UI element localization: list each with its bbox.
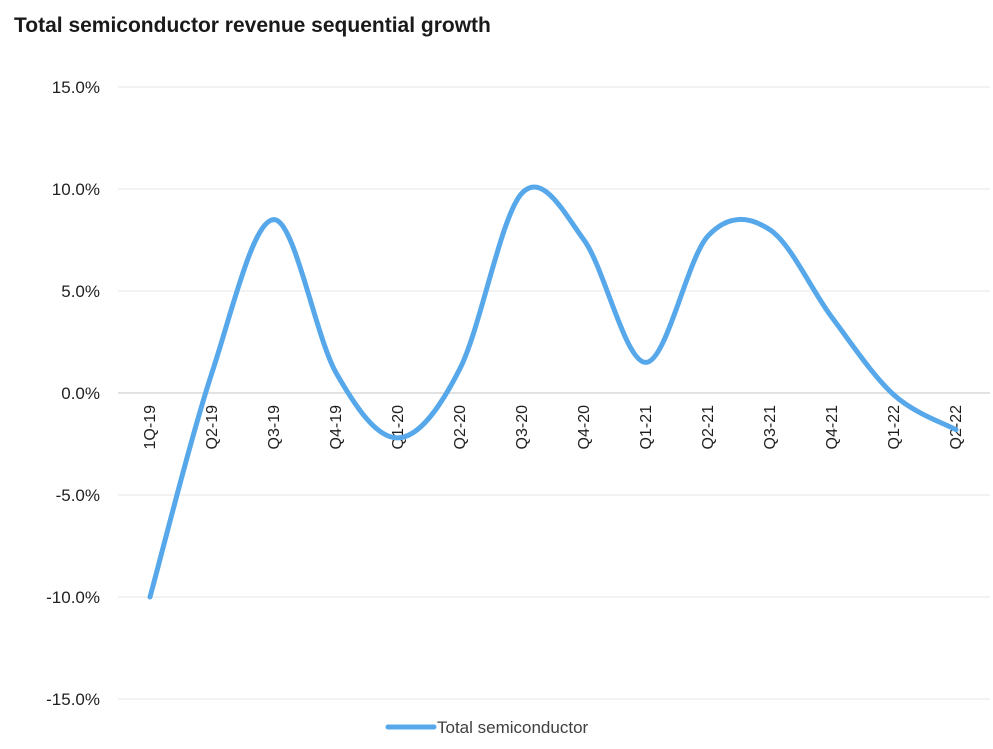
data-point — [830, 315, 835, 320]
gridlines — [118, 86, 990, 700]
data-point — [458, 366, 463, 371]
data-point — [706, 233, 711, 238]
data-point — [272, 217, 277, 222]
x-tick-label: 1Q-19 — [142, 405, 159, 450]
data-point — [892, 393, 897, 398]
y-tick-label: -10.0% — [46, 588, 100, 607]
y-tick-label: -15.0% — [46, 690, 100, 709]
x-tick-label: Q3-20 — [514, 405, 531, 450]
data-point — [520, 191, 525, 196]
data-point — [210, 370, 215, 375]
legend-label-total-semiconductor: Total semiconductor — [437, 718, 589, 737]
y-tick-label: 15.0% — [52, 78, 100, 97]
x-tick-label: Q1-20 — [390, 405, 407, 450]
x-tick-label: Q1-22 — [886, 405, 903, 450]
x-tick-label: Q3-19 — [266, 405, 283, 450]
data-point — [954, 427, 959, 432]
x-tick-label: Q3-21 — [762, 405, 779, 450]
data-point — [768, 227, 773, 232]
legend: Total semiconductor — [385, 718, 589, 737]
x-axis-tick-labels: 1Q-19 Q2-19 Q3-19 Q4-19 Q1-20 Q2-20 Q3-20 Q4-20… — [142, 405, 965, 450]
y-axis-tick-labels: 15.0% 10.0% 5.0% 0.0% -5.0% -10.0% -15.0% — [46, 78, 100, 709]
x-tick-label: Q2-21 — [700, 405, 717, 450]
chart-title: Total semiconductor revenue sequential g… — [14, 14, 491, 37]
data-point — [582, 238, 587, 243]
y-tick-label: 5.0% — [61, 282, 100, 301]
x-tick-label: Q4-19 — [328, 405, 345, 450]
y-tick-label: 0.0% — [61, 384, 100, 403]
x-tick-label: Q2-20 — [452, 405, 469, 450]
series-lines — [147, 184, 959, 600]
y-tick-label: 10.0% — [52, 180, 100, 199]
x-tick-label: Q4-21 — [824, 405, 841, 450]
data-point — [148, 595, 153, 600]
x-tick-label: Q2-19 — [204, 405, 221, 450]
x-tick-label: Q4-20 — [576, 405, 593, 450]
y-tick-label: -5.0% — [56, 486, 100, 505]
x-tick-label: Q1-21 — [638, 405, 655, 450]
data-point — [334, 370, 339, 375]
data-point — [396, 435, 401, 440]
series-line-total-semiconductor — [147, 184, 959, 600]
data-point — [644, 360, 649, 365]
